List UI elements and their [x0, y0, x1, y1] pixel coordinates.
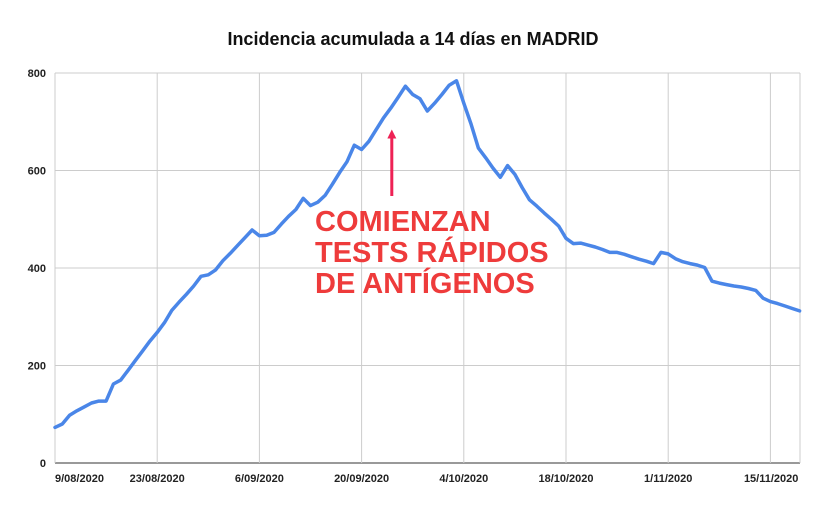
series-line [53, 79, 802, 430]
x-tick-label: 23/08/2020 [130, 473, 185, 485]
x-tick-label: 4/10/2020 [439, 473, 488, 485]
y-tick-label: 600 [28, 166, 46, 178]
y-axis-ticks: 0 200 400 600 800 [28, 68, 46, 470]
x-tick-label: 15/11/2020 [744, 473, 798, 485]
x-tick-label: 6/09/2020 [235, 473, 284, 485]
x-tick-label: 18/10/2020 [538, 473, 593, 485]
x-axis-ticks: 9/08/2020 23/08/2020 6/09/2020 20/09/2020 4/… [55, 473, 798, 485]
chart-title: Incidencia acumulada a 14 días en MADRID [227, 29, 598, 49]
y-tick-label: 0 [40, 458, 46, 470]
annotation-text-line: TESTS RÁPIDOS [315, 235, 549, 269]
y-tick-label: 400 [28, 263, 46, 275]
annotation-text-line: COMIENZAN [315, 206, 491, 238]
series-lines [53, 79, 802, 430]
x-tick-label: 9/08/2020 [55, 473, 104, 485]
annotation-text-line: DE ANTÍGENOS [315, 266, 535, 300]
x-tick-label: 1/11/2020 [644, 473, 692, 485]
x-tick-label: 20/09/2020 [334, 473, 389, 485]
y-tick-label: 200 [28, 361, 46, 373]
y-tick-label: 800 [28, 68, 46, 80]
gridlines [54, 72, 801, 464]
